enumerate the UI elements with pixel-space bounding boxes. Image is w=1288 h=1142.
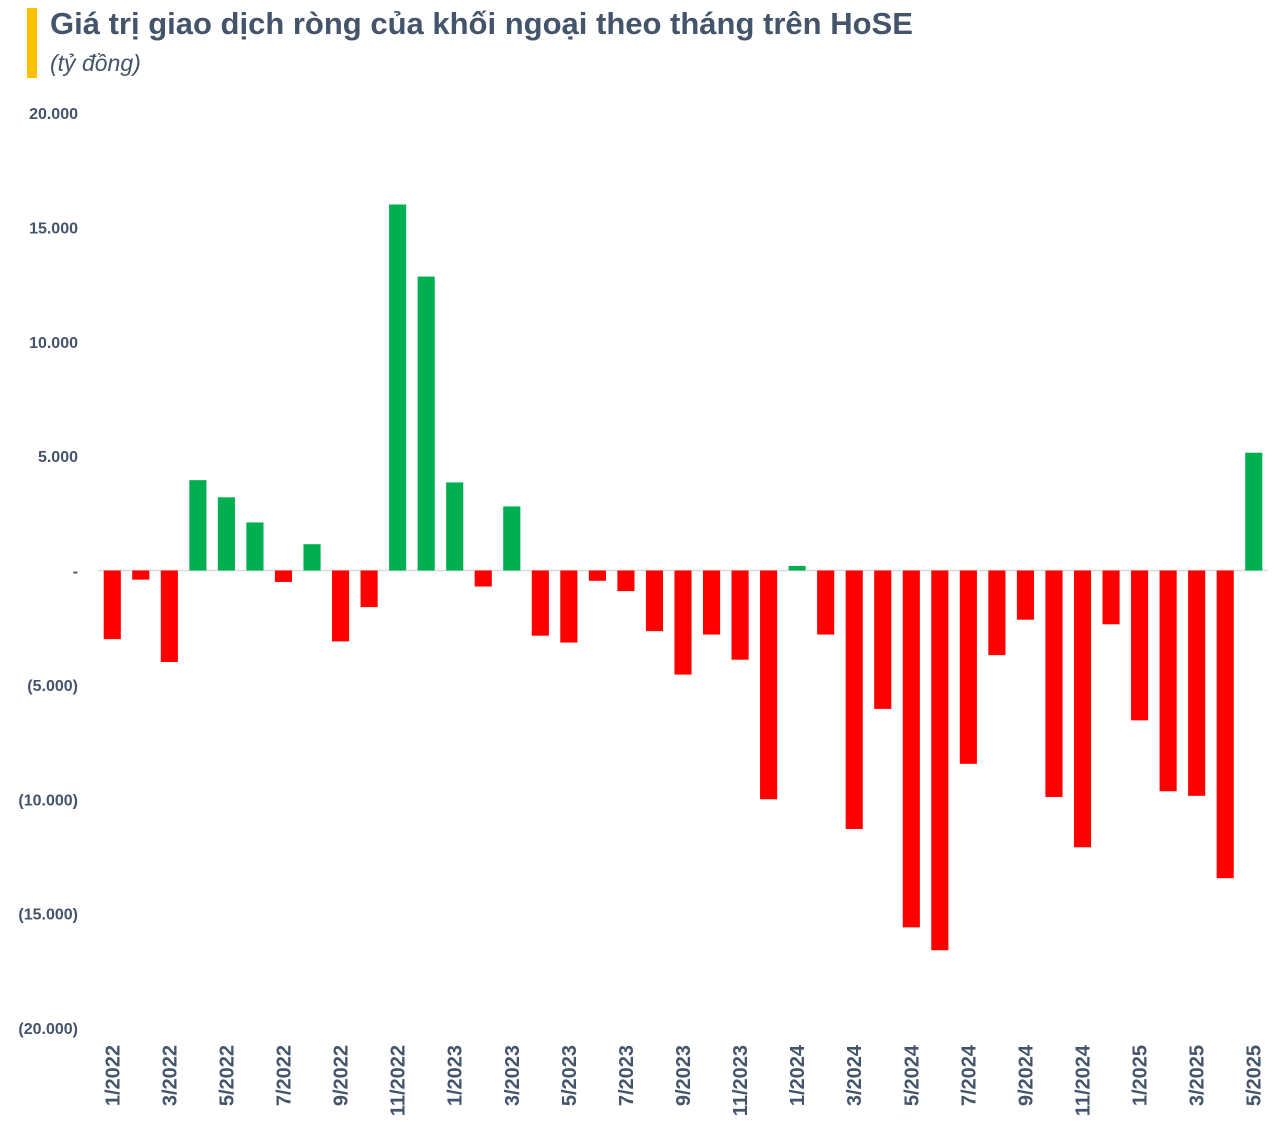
y-tick-label: 15.000 <box>29 220 78 237</box>
bar-11-2024 <box>1073 570 1092 848</box>
x-tick-label: 1/2024 <box>787 1044 809 1106</box>
x-tick-label: 1/2022 <box>102 1045 124 1106</box>
bar-9-2024 <box>1016 570 1034 620</box>
bar-2-2024 <box>817 570 835 635</box>
bar-1-2022 <box>103 570 121 640</box>
bar-8-2024 <box>988 570 1006 656</box>
bar-5-2023 <box>560 570 578 643</box>
x-tick-label: 1/2025 <box>1130 1045 1152 1106</box>
bar-4-2023 <box>531 570 549 636</box>
x-tick-label: 7/2022 <box>273 1045 295 1106</box>
bar-7-2022 <box>274 570 293 582</box>
y-tick-label: 20.000 <box>29 106 78 123</box>
bar-12-2023 <box>760 570 778 800</box>
bar-5-2024 <box>902 570 920 928</box>
bar-12-2024 <box>1102 570 1120 625</box>
bar-10-2023 <box>702 570 721 635</box>
x-tick-label: 3/2025 <box>1187 1045 1209 1106</box>
bar-1-2023 <box>446 482 464 571</box>
bar-11-2022 <box>389 204 407 571</box>
bar-5-2022 <box>217 497 235 571</box>
bar-4-2024 <box>874 570 892 709</box>
bar-10-2024 <box>1045 570 1063 797</box>
x-tick-label: 3/2024 <box>844 1044 866 1106</box>
bar-1-2024 <box>788 565 806 571</box>
y-tick-label: (20.000) <box>18 1021 78 1038</box>
bar-7-2023 <box>617 570 635 592</box>
bar-4-2025 <box>1216 570 1234 879</box>
x-tick-label: 3/2022 <box>159 1045 181 1106</box>
y-tick-label: 5.000 <box>38 449 78 466</box>
chart-title: Giá trị giao dịch ròng của khối ngoại th… <box>50 6 913 41</box>
x-tick-label: 9/2023 <box>673 1045 695 1106</box>
x-tick-label: 11/2023 <box>730 1045 752 1116</box>
bar-1-2025 <box>1131 570 1149 721</box>
bar-8-2022 <box>303 544 321 571</box>
x-tick-label: 7/2024 <box>958 1044 980 1106</box>
bar-3-2022 <box>160 570 178 662</box>
x-tick-label: 5/2025 <box>1244 1045 1266 1106</box>
x-tick-label: 5/2024 <box>901 1044 923 1106</box>
y-tick-label: (15.000) <box>18 907 78 924</box>
bar-3-2024 <box>845 570 863 829</box>
bar-12-2022 <box>417 276 435 571</box>
title-accent-bar <box>27 8 37 78</box>
chart-subtitle: (tỷ đồng) <box>50 50 141 76</box>
y-tick-label: (10.000) <box>18 792 78 809</box>
bar-6-2024 <box>931 570 949 951</box>
bar-7-2024 <box>959 570 977 764</box>
bar-4-2022 <box>189 480 207 571</box>
y-tick-label: 10.000 <box>29 335 78 352</box>
bar-6-2022 <box>246 522 264 571</box>
bar-2-2025 <box>1159 570 1177 792</box>
bar-10-2022 <box>360 570 378 608</box>
bar-3-2023 <box>503 506 521 571</box>
x-tick-label: 5/2023 <box>559 1045 581 1106</box>
x-tick-label: 9/2024 <box>1015 1044 1037 1106</box>
x-tick-label: 3/2023 <box>502 1045 524 1106</box>
x-tick-label: 11/2022 <box>388 1045 410 1116</box>
x-tick-label: 1/2023 <box>445 1045 467 1106</box>
x-tick-label: 9/2022 <box>331 1045 353 1106</box>
bar-3-2025 <box>1188 570 1206 796</box>
bar-5-2025 <box>1245 452 1263 571</box>
bar-11-2023 <box>731 570 749 660</box>
bar-2-2022 <box>132 570 150 580</box>
x-tick-label: 5/2022 <box>216 1045 238 1106</box>
bar-2-2023 <box>474 570 492 587</box>
x-tick-label: 11/2024 <box>1073 1044 1095 1116</box>
bar-8-2023 <box>645 570 664 632</box>
bar-9-2023 <box>674 570 692 675</box>
bar-9-2022 <box>332 570 350 642</box>
y-tick-label: (5.000) <box>27 678 78 695</box>
y-tick-label: - <box>73 564 78 581</box>
x-tick-label: 7/2023 <box>616 1045 638 1106</box>
bar-6-2023 <box>588 570 606 581</box>
